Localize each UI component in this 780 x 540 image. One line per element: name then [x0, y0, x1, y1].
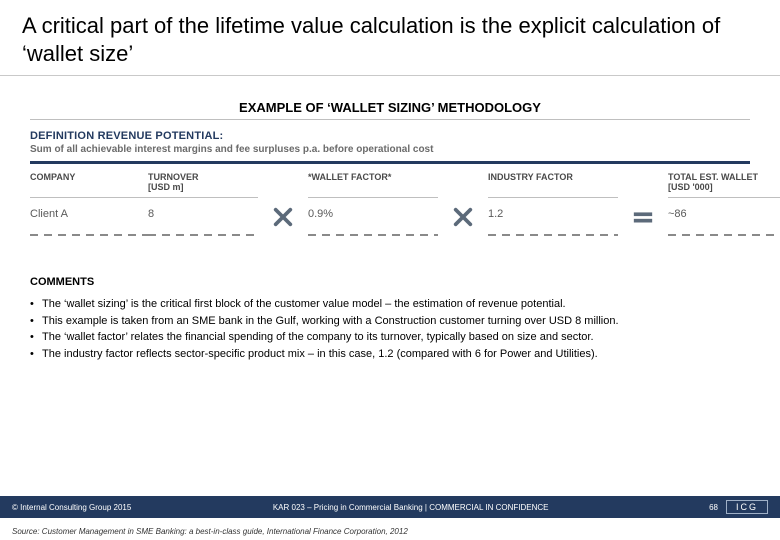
td-wallet-factor: 0.9%: [308, 198, 438, 234]
th-company: COMPANY: [30, 172, 148, 198]
col-turnover: TURNOVER [USD m] 8: [148, 172, 258, 236]
multiply-icon: [452, 206, 474, 228]
th-wallet-label: *WALLET FACTOR*: [308, 172, 438, 182]
th-total: TOTAL EST. WALLET [USD '000]: [668, 172, 780, 198]
td-industry-factor: 1.2: [488, 198, 618, 234]
heading-rule: [30, 119, 750, 120]
col-op-multiply-1: [258, 172, 308, 236]
col-company: COMPANY Client A: [30, 172, 148, 236]
th-turnover-label: TURNOVER: [148, 172, 258, 182]
comments-block: COMMENTS The ‘wallet sizing’ is the crit…: [30, 276, 750, 362]
dashes: [488, 234, 618, 236]
source-line: Source: Customer Management in SME Banki…: [12, 527, 408, 536]
section-heading: EXAMPLE OF ‘WALLET SIZING’ METHODOLOGY: [0, 94, 780, 119]
slide: A critical part of the lifetime value ca…: [0, 0, 780, 540]
th-total-label: TOTAL EST. WALLET: [668, 172, 780, 182]
footer-center: KAR 023 – Pricing in Commercial Banking …: [131, 503, 690, 512]
th-turnover-sub: [USD m]: [148, 182, 258, 192]
footer-logo: ICG: [726, 500, 768, 514]
th-industry-label: INDUSTRY FACTOR: [488, 172, 618, 182]
comment-item: The industry factor reflects sector-spec…: [30, 346, 750, 363]
col-op-multiply-2: [438, 172, 488, 236]
definition-title: DEFINITION REVENUE POTENTIAL:: [30, 130, 750, 142]
dashes: [308, 234, 438, 236]
comment-item: This example is taken from an SME bank i…: [30, 313, 750, 330]
th-wallet-factor: *WALLET FACTOR*: [308, 172, 438, 198]
col-total: TOTAL EST. WALLET [USD '000] ~86: [668, 172, 780, 236]
th-company-label: COMPANY: [30, 172, 148, 182]
wallet-table: COMPANY Client A TURNOVER [USD m] 8 *WAL…: [30, 172, 750, 236]
comment-item: The ‘wallet sizing’ is the critical firs…: [30, 296, 750, 313]
definition-block: DEFINITION REVENUE POTENTIAL: Sum of all…: [30, 130, 750, 164]
dashes: [668, 234, 780, 236]
col-wallet-factor: *WALLET FACTOR* 0.9%: [308, 172, 438, 236]
definition-subtitle: Sum of all achievable interest margins a…: [30, 144, 750, 155]
dashes: [148, 234, 258, 236]
footer-page: 68: [690, 503, 718, 512]
footer-bar: © Internal Consulting Group 2015 KAR 023…: [0, 496, 780, 518]
col-op-equals: [618, 172, 668, 236]
td-total: ~86: [668, 198, 780, 234]
equals-icon: [632, 206, 654, 228]
comments-list: The ‘wallet sizing’ is the critical firs…: [30, 296, 750, 362]
th-industry-factor: INDUSTRY FACTOR: [488, 172, 618, 198]
dashes: [30, 234, 148, 236]
comments-title: COMMENTS: [30, 276, 750, 288]
definition-rule: [30, 161, 750, 164]
comment-item: The ‘wallet factor’ relates the financia…: [30, 329, 750, 346]
td-turnover: 8: [148, 198, 258, 234]
slide-title: A critical part of the lifetime value ca…: [0, 0, 780, 75]
footer-copyright: © Internal Consulting Group 2015: [12, 503, 131, 512]
th-total-sub: [USD '000]: [668, 182, 780, 192]
col-industry-factor: INDUSTRY FACTOR 1.2: [488, 172, 618, 236]
td-company: Client A: [30, 198, 148, 234]
th-turnover: TURNOVER [USD m]: [148, 172, 258, 198]
title-rule: [0, 75, 780, 76]
multiply-icon: [272, 206, 294, 228]
